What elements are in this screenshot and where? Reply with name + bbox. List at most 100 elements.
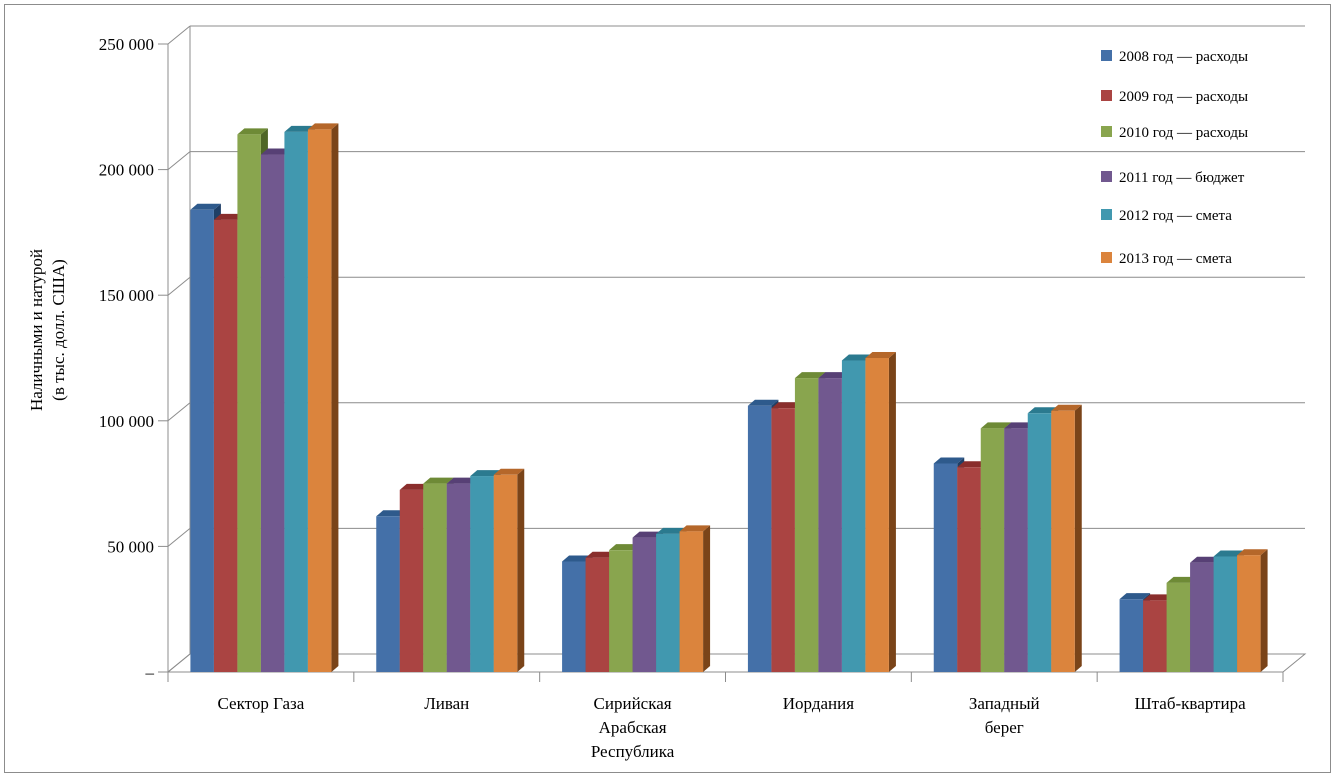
bar-top <box>493 468 525 475</box>
bar <box>771 408 795 672</box>
bar-top <box>957 461 988 468</box>
gridline-depth <box>167 25 191 45</box>
bar <box>656 533 680 672</box>
category-label: Республика <box>591 742 675 761</box>
bar-top <box>865 352 896 358</box>
legend-label: 2008 год — расходы <box>1119 49 1248 65</box>
bar <box>190 209 214 673</box>
category-label: Западный <box>969 694 1040 713</box>
bar <box>376 516 400 672</box>
y-axis-title: Наличными и натурой (в тыс. долл. США) <box>27 249 68 411</box>
bar-side <box>517 468 525 672</box>
bar-top <box>771 402 802 409</box>
bar-top <box>1166 576 1198 583</box>
bar-top <box>632 531 664 538</box>
y-axis-title-line1: Наличными и натурой <box>27 249 46 411</box>
bar-top <box>376 510 407 517</box>
category-label: Ливан <box>424 694 469 713</box>
category-label: Иордания <box>783 694 854 713</box>
bar-top <box>679 525 711 532</box>
bar <box>1166 582 1191 672</box>
bar <box>1190 562 1214 672</box>
bar <box>1213 556 1238 672</box>
bar-side <box>703 525 711 672</box>
category-label: берег <box>985 718 1024 737</box>
bar <box>260 154 285 672</box>
bar-side <box>1074 404 1082 672</box>
bar-side <box>331 123 339 672</box>
bar <box>307 129 332 672</box>
y-axis-title-line2: (в тыс. долл. США) <box>49 259 68 401</box>
bar-top <box>1190 556 1221 563</box>
legend-swatch <box>1101 252 1112 263</box>
bar <box>679 531 704 672</box>
bar-top <box>284 125 315 132</box>
bar <box>933 463 958 672</box>
legend: 2008 год — расходы 2009 год — расходы 2010… <box>1101 49 1248 267</box>
bars <box>190 123 1268 673</box>
gridlines <box>166 25 1307 673</box>
y-axis-label: Наличными и натурой (в тыс. долл. США) <box>27 249 68 411</box>
bar <box>1004 428 1028 672</box>
legend-swatch <box>1101 209 1112 220</box>
bar <box>493 474 518 672</box>
legend-swatch <box>1101 50 1112 61</box>
legend-label: 2009 год — расходы <box>1119 89 1248 105</box>
y-axis: – 50 000 100 000 150 000 200 000 250 000 <box>99 35 168 682</box>
x-axis: Сектор Газа Ливан Сирийская Арабская Республ… <box>167 672 1284 761</box>
bar <box>213 219 238 672</box>
bar <box>865 358 889 672</box>
bar-top <box>747 399 779 406</box>
bar <box>585 557 610 672</box>
bar <box>446 483 471 672</box>
y-tick-label: 100 000 <box>99 412 154 431</box>
bar-side <box>888 352 896 672</box>
bar-top <box>1119 593 1151 600</box>
category-label: Сектор Газа <box>218 694 305 713</box>
category-label: Штаб-квартира <box>1135 694 1247 713</box>
y-tick-label: 50 000 <box>107 537 154 556</box>
legend-swatch <box>1101 90 1112 101</box>
bar-top <box>213 213 245 220</box>
bar-top <box>841 354 873 361</box>
bar-top <box>190 203 221 210</box>
legend-label: 2013 год — смета <box>1119 251 1232 267</box>
bar <box>423 483 447 672</box>
bar-top <box>399 483 431 490</box>
bar-top <box>609 544 640 551</box>
bar-top <box>1213 550 1245 557</box>
bar-top <box>1143 594 1174 601</box>
bar-top <box>1027 407 1059 414</box>
bar-top <box>562 555 593 562</box>
bar <box>841 360 866 672</box>
legend-label: 2010 год — расходы <box>1119 125 1248 141</box>
legend-label: 2012 год — смета <box>1119 208 1232 224</box>
bar-side <box>1260 549 1268 672</box>
y-tick-label: – <box>145 663 155 682</box>
bar-top <box>1051 404 1082 411</box>
bar <box>284 131 308 673</box>
bar-top <box>980 422 1012 429</box>
bar-top <box>260 148 292 155</box>
bar-top <box>470 470 501 477</box>
bar <box>1119 599 1144 672</box>
legend-swatch <box>1101 126 1112 137</box>
bar <box>1027 413 1052 672</box>
category-label: Арабская <box>599 718 667 737</box>
bar <box>632 537 657 672</box>
bar-top <box>794 372 826 379</box>
bar-top <box>446 477 478 484</box>
bar <box>957 467 981 672</box>
bar <box>237 134 261 672</box>
y-tick-label: 200 000 <box>99 161 154 180</box>
bar-top <box>307 123 339 130</box>
bar <box>562 561 586 672</box>
y-tick-label: 250 000 <box>99 35 154 54</box>
gridline-depth <box>167 528 191 547</box>
bar-top <box>818 372 849 379</box>
category-label: Сирийская <box>594 694 672 713</box>
bar <box>399 489 424 672</box>
bar <box>747 405 772 672</box>
bar <box>794 378 819 672</box>
